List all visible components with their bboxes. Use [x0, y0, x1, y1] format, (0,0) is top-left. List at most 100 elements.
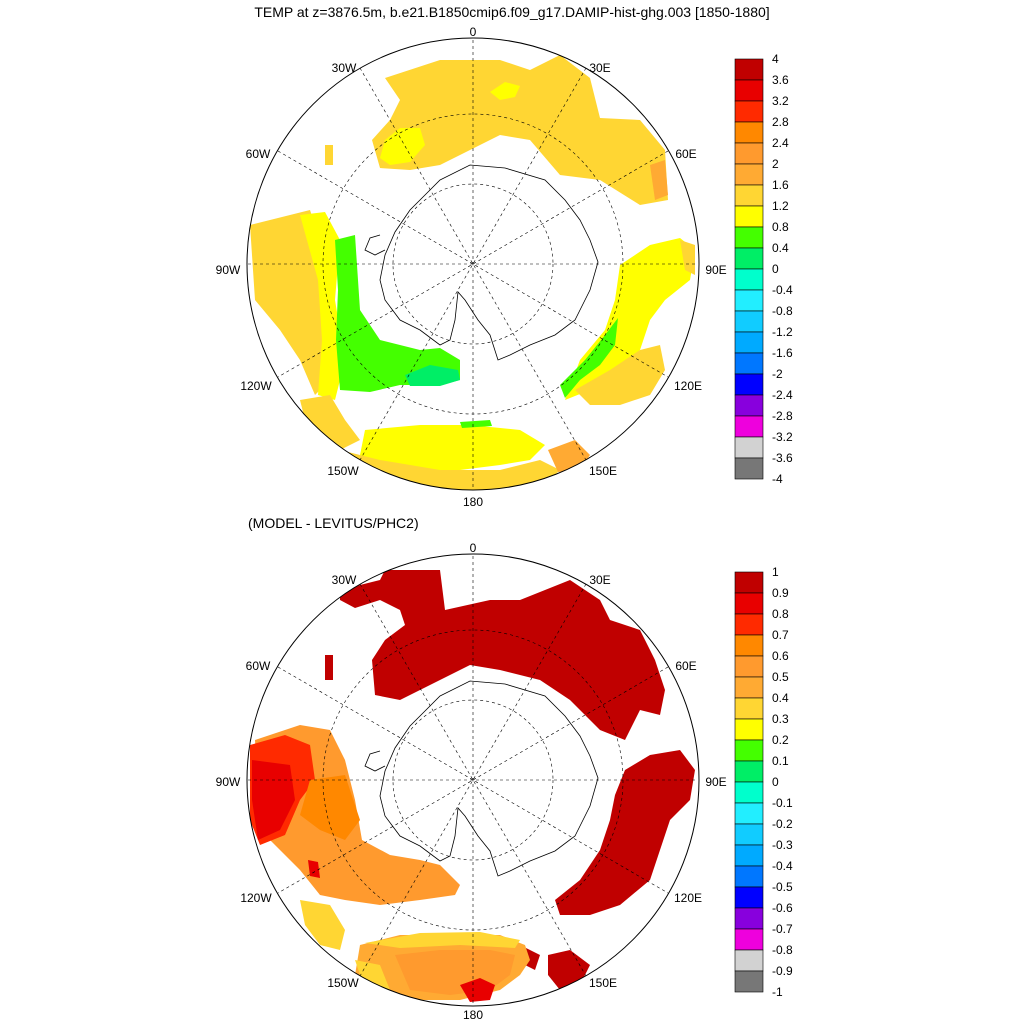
top-field-orange-north [372, 55, 668, 205]
bottom-colorbar-swatch [734, 970, 764, 993]
bottom-colorbar-label: 0.5 [772, 670, 789, 684]
top-map-boundary [246, 37, 700, 491]
bottom-map-boundary [246, 553, 700, 1007]
top-colorbar-label: 0 [772, 262, 779, 276]
bottom-lon-label: 150W [327, 976, 359, 990]
bottom-colorbar-swatch [734, 676, 764, 699]
top-antarctica-coastline [379, 164, 599, 361]
top-colorbar-label: 2.4 [772, 136, 789, 150]
top-map-fields [250, 55, 695, 490]
top-colorbar-swatch [734, 373, 764, 396]
bottom-field-red-dot-west [308, 860, 320, 878]
bottom-colorbar-swatch [734, 907, 764, 930]
top-colorbar-label: -1.2 [772, 325, 793, 339]
top-colorbar-swatch [734, 184, 764, 207]
bottom-colorbar: 1 0.9 0.8 0.7 0.6 0.5 0.4 0.3 0.2 0.1 0 -0.1 -0.2 -0.… [734, 565, 793, 999]
top-colorbar-label: 2 [772, 157, 779, 171]
bottom-colorbar-swatch [734, 823, 764, 846]
bottom-colorbar-swatch [734, 739, 764, 762]
top-colorbar-swatch [734, 394, 764, 417]
bottom-colorbar-swatch [734, 844, 764, 867]
bottom-lon-label: 60E [675, 659, 696, 673]
bottom-polar-map: 0 30E 60E 90E 120E 150E 180 150W 120W 90… [216, 541, 727, 1022]
top-colorbar-swatch [734, 58, 764, 81]
bottom-colorbar-swatch [734, 865, 764, 888]
top-graticule [248, 40, 698, 490]
bottom-colorbar-label: -0.2 [772, 817, 793, 831]
top-colorbar-label: 1.2 [772, 199, 789, 213]
top-colorbar-label: 3.6 [772, 73, 789, 87]
bottom-lon-label: 120W [240, 891, 272, 905]
top-field-green-west [335, 235, 460, 392]
top-lon-label: 30W [332, 61, 357, 75]
top-lon-label: 150E [589, 464, 617, 478]
bottom-colorbar-swatch [734, 634, 764, 657]
bottom-graticule [248, 556, 698, 1006]
top-colorbar-label: -2.8 [772, 409, 793, 423]
top-field-orange-west [250, 210, 330, 395]
top-lon-label: 120W [240, 379, 272, 393]
bottom-colorbar-label: -0.9 [772, 964, 793, 978]
top-colorbar-label: -4 [772, 472, 783, 486]
top-lon-label: 60E [675, 147, 696, 161]
bottom-field-yellow-sw [300, 900, 345, 950]
bottom-colorbar-label: 0.1 [772, 754, 789, 768]
bottom-field-darkred-nw-dot [325, 655, 333, 680]
top-colorbar-swatch [734, 163, 764, 186]
top-field-green-east [560, 318, 618, 398]
bottom-colorbar-swatch [734, 802, 764, 825]
bottom-colorbar-label: -0.3 [772, 838, 793, 852]
bottom-lon-label: 30E [589, 573, 610, 587]
top-colorbar-label: -2.4 [772, 388, 793, 402]
top-lon-label: 90E [705, 263, 726, 277]
top-colorbar-swatch [734, 142, 764, 165]
bottom-lon-label: 30W [332, 573, 357, 587]
bottom-colorbar-label: 0.3 [772, 712, 789, 726]
bottom-lon-label: 0 [470, 541, 477, 555]
bottom-lon-label: 120E [674, 891, 702, 905]
top-colorbar-swatch [734, 436, 764, 459]
top-colorbar-swatch [734, 226, 764, 249]
top-colorbar-label: -1.6 [772, 346, 793, 360]
bottom-lon-label: 90E [705, 775, 726, 789]
top-colorbar-swatch [734, 268, 764, 291]
map-title: TEMP at z=3876.5m, b.e21.B1850cmip6.f09_… [254, 4, 769, 20]
bottom-colorbar-swatch [734, 655, 764, 678]
top-colorbar: 4 3.6 3.2 2.8 2.4 2 1.6 1.2 0.8 0.4 0 -0.4 -0.8 -1.2 -… [734, 52, 793, 486]
top-colorbar-swatch [734, 457, 764, 480]
bottom-colorbar-swatch [734, 697, 764, 720]
top-field-orange-ne-patch [650, 160, 668, 200]
top-colorbar-swatch [734, 100, 764, 123]
top-colorbar-label: -0.4 [772, 283, 793, 297]
bottom-colorbar-label: 0.6 [772, 649, 789, 663]
top-colorbar-label: -3.2 [772, 430, 793, 444]
bottom-colorbar-swatch [734, 928, 764, 951]
top-lon-label: 30E [589, 61, 610, 75]
bottom-lon-label: 90W [216, 775, 241, 789]
bottom-colorbar-label: 0.7 [772, 628, 789, 642]
top-field-green-south-sliver [460, 420, 492, 428]
map-subtitle: (MODEL - LEVITUS/PHC2) [248, 515, 419, 531]
top-colorbar-swatch [734, 331, 764, 354]
bottom-colorbar-label: 0 [772, 775, 779, 789]
top-colorbar-label: 2.8 [772, 115, 789, 129]
top-colorbar-label: 4 [772, 52, 779, 66]
top-colorbar-swatch [734, 352, 764, 375]
bottom-field-darkred-se [548, 950, 590, 990]
bottom-colorbar-swatch [734, 718, 764, 741]
bottom-colorbar-label: -0.1 [772, 796, 793, 810]
top-polar-map: 0 30E 60E 90E 120E 150E 180 150W 120W 90… [216, 25, 727, 509]
top-colorbar-label: 1.6 [772, 178, 789, 192]
bottom-colorbar-label: -0.7 [772, 922, 793, 936]
bottom-field-darkred-north [340, 570, 665, 740]
bottom-field-orange-west-mid [300, 775, 360, 840]
top-lon-label: 0 [470, 25, 477, 39]
bottom-lon-label: 150E [589, 976, 617, 990]
bottom-colorbar-label: -0.6 [772, 901, 793, 915]
bottom-lon-label: 60W [246, 659, 271, 673]
bottom-antarctica-coastline [379, 680, 599, 877]
bottom-field-yellow-south-edge [365, 932, 520, 948]
top-lon-label: 120E [674, 379, 702, 393]
bottom-colorbar-label: 0.8 [772, 607, 789, 621]
top-field-orange-sw [300, 395, 360, 450]
